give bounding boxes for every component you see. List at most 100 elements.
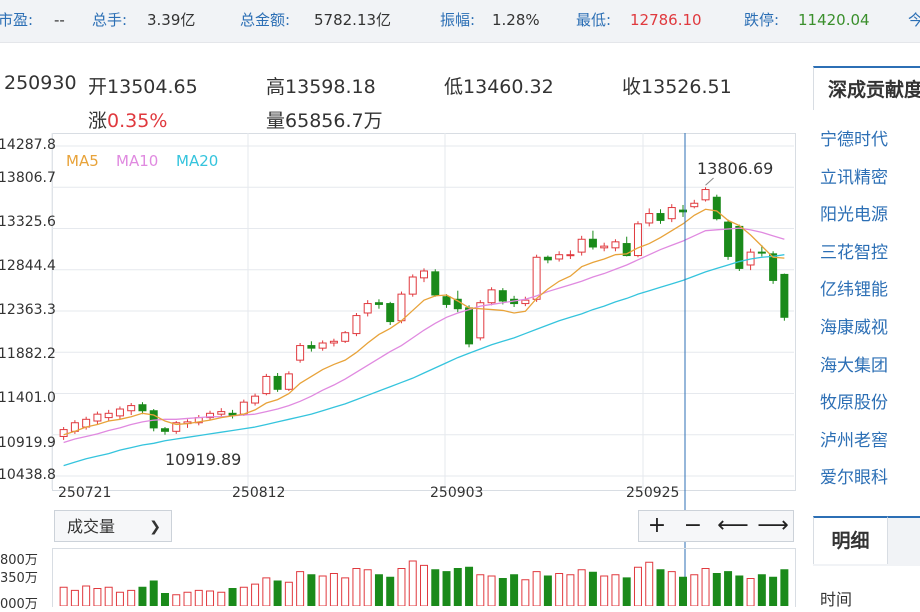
kline-chart[interactable]: 13806.69 10919.89	[0, 0, 800, 606]
zoom-in-button[interactable]: +	[647, 513, 667, 538]
volume-bar	[667, 571, 676, 606]
candle-body	[408, 276, 417, 295]
volume-bar	[329, 573, 338, 606]
legend-ma10: MA10	[116, 152, 159, 170]
volume-tick: 000万	[0, 597, 38, 612]
total-amount-label: 总金额:	[240, 11, 291, 29]
indicator-dropdown[interactable]: 成交量 ❯	[54, 510, 172, 542]
candle-body	[206, 412, 215, 419]
y-tick: 13806.7	[0, 170, 56, 186]
volume-bar	[251, 583, 260, 606]
amplitude-value: 1.28%	[492, 11, 540, 29]
candle-body	[138, 404, 147, 412]
stock-link[interactable]: 泸州老窖	[820, 430, 888, 451]
low-annotation: 10919.89	[165, 450, 241, 469]
volume-tick: 800万	[0, 553, 38, 568]
volume-bar	[521, 579, 530, 606]
volume-bar	[307, 574, 316, 606]
low-value: 12786.10	[630, 11, 702, 29]
candle-body	[307, 345, 316, 349]
candle-body	[104, 412, 113, 419]
candle-body	[363, 303, 372, 314]
candle-body	[656, 213, 665, 221]
candle-body	[622, 243, 631, 257]
volume-chart-frame[interactable]	[52, 548, 796, 607]
volume-bar	[476, 574, 485, 606]
volume-bar	[296, 571, 305, 606]
volume-bar	[386, 576, 395, 606]
volume-bar	[735, 575, 744, 606]
stock-link[interactable]: 牧原股份	[820, 393, 888, 414]
volume-bar	[172, 594, 181, 606]
x-tick: 250903	[430, 485, 484, 501]
quote-date: 250930	[4, 72, 77, 94]
candle-body	[498, 290, 507, 302]
low-quote-value: 13460.32	[463, 76, 554, 98]
candle-body	[115, 408, 124, 417]
volume-bar	[239, 586, 248, 606]
candle-body	[228, 412, 237, 416]
change-quote: 涨0.35%	[88, 106, 167, 133]
stock-link[interactable]: 宁德时代	[820, 130, 888, 150]
stock-link[interactable]: 爱尔眼科	[820, 468, 888, 489]
candle-body	[273, 375, 282, 390]
chevron-down-icon: ❯	[149, 519, 161, 535]
candle-body	[160, 428, 169, 432]
candle-body	[420, 270, 428, 279]
x-tick: 250812	[232, 485, 286, 501]
candle-body	[487, 289, 496, 304]
high-label: 高	[266, 76, 286, 98]
volume-bar	[465, 566, 474, 606]
volume-bar	[70, 589, 79, 606]
candle-body	[386, 303, 395, 323]
stock-link[interactable]: 阳光电源	[820, 205, 888, 226]
volume-label: 量	[266, 110, 286, 132]
stock-link[interactable]: 海康威视	[820, 318, 888, 338]
panel-title[interactable]: 深成贡献度	[813, 66, 920, 110]
volume-bar	[59, 586, 68, 606]
stock-link[interactable]: 亿纬锂能	[820, 280, 888, 301]
tab-detail[interactable]: 明细	[813, 516, 888, 564]
candle-body	[476, 302, 485, 339]
zoom-out-button[interactable]: −	[683, 513, 703, 538]
ma10-line	[63, 227, 785, 444]
total-hands-value: 3.39亿	[147, 11, 196, 29]
high-value: 13598.18	[285, 76, 376, 98]
volume-bar	[746, 578, 755, 606]
close-value: 13526.51	[641, 76, 732, 98]
change-label: 涨	[88, 110, 108, 132]
candle-body	[757, 251, 766, 254]
volume-bar	[555, 573, 564, 606]
candle-body	[284, 373, 293, 390]
candle-body	[329, 340, 338, 344]
volume-bar	[273, 580, 282, 606]
annotation-leader	[705, 177, 714, 186]
stock-link[interactable]: 立讯精密	[820, 167, 888, 188]
candle-body	[633, 223, 642, 257]
low-label: 最低:	[576, 11, 612, 29]
y-tick: 11882.2	[0, 346, 56, 362]
stock-link[interactable]: 三花智控	[820, 242, 888, 263]
volume-value: 65856.7万	[285, 110, 383, 132]
candle-body	[217, 411, 226, 415]
volume-bar	[160, 593, 169, 606]
volume-bar	[679, 576, 688, 606]
volume-bar	[82, 585, 91, 606]
candle-body	[724, 221, 733, 257]
volume-bar	[701, 568, 710, 606]
volume-bar	[194, 589, 203, 606]
y-tick: 10438.8	[0, 467, 56, 483]
candle-body	[397, 293, 406, 322]
candle-body	[555, 254, 564, 260]
candle-body	[352, 315, 361, 335]
candle-body	[172, 422, 181, 432]
pan-left-button[interactable]: ⟵	[717, 513, 749, 538]
candle-body	[701, 189, 710, 201]
volume-bar	[633, 566, 642, 606]
legend-ma20: MA20	[176, 152, 219, 170]
candle-body	[431, 271, 440, 296]
pan-right-button[interactable]: ⟶	[757, 513, 789, 538]
low-quote: 低13460.32	[444, 72, 554, 99]
candle-body	[93, 413, 102, 422]
stock-link[interactable]: 海大集团	[820, 355, 888, 376]
